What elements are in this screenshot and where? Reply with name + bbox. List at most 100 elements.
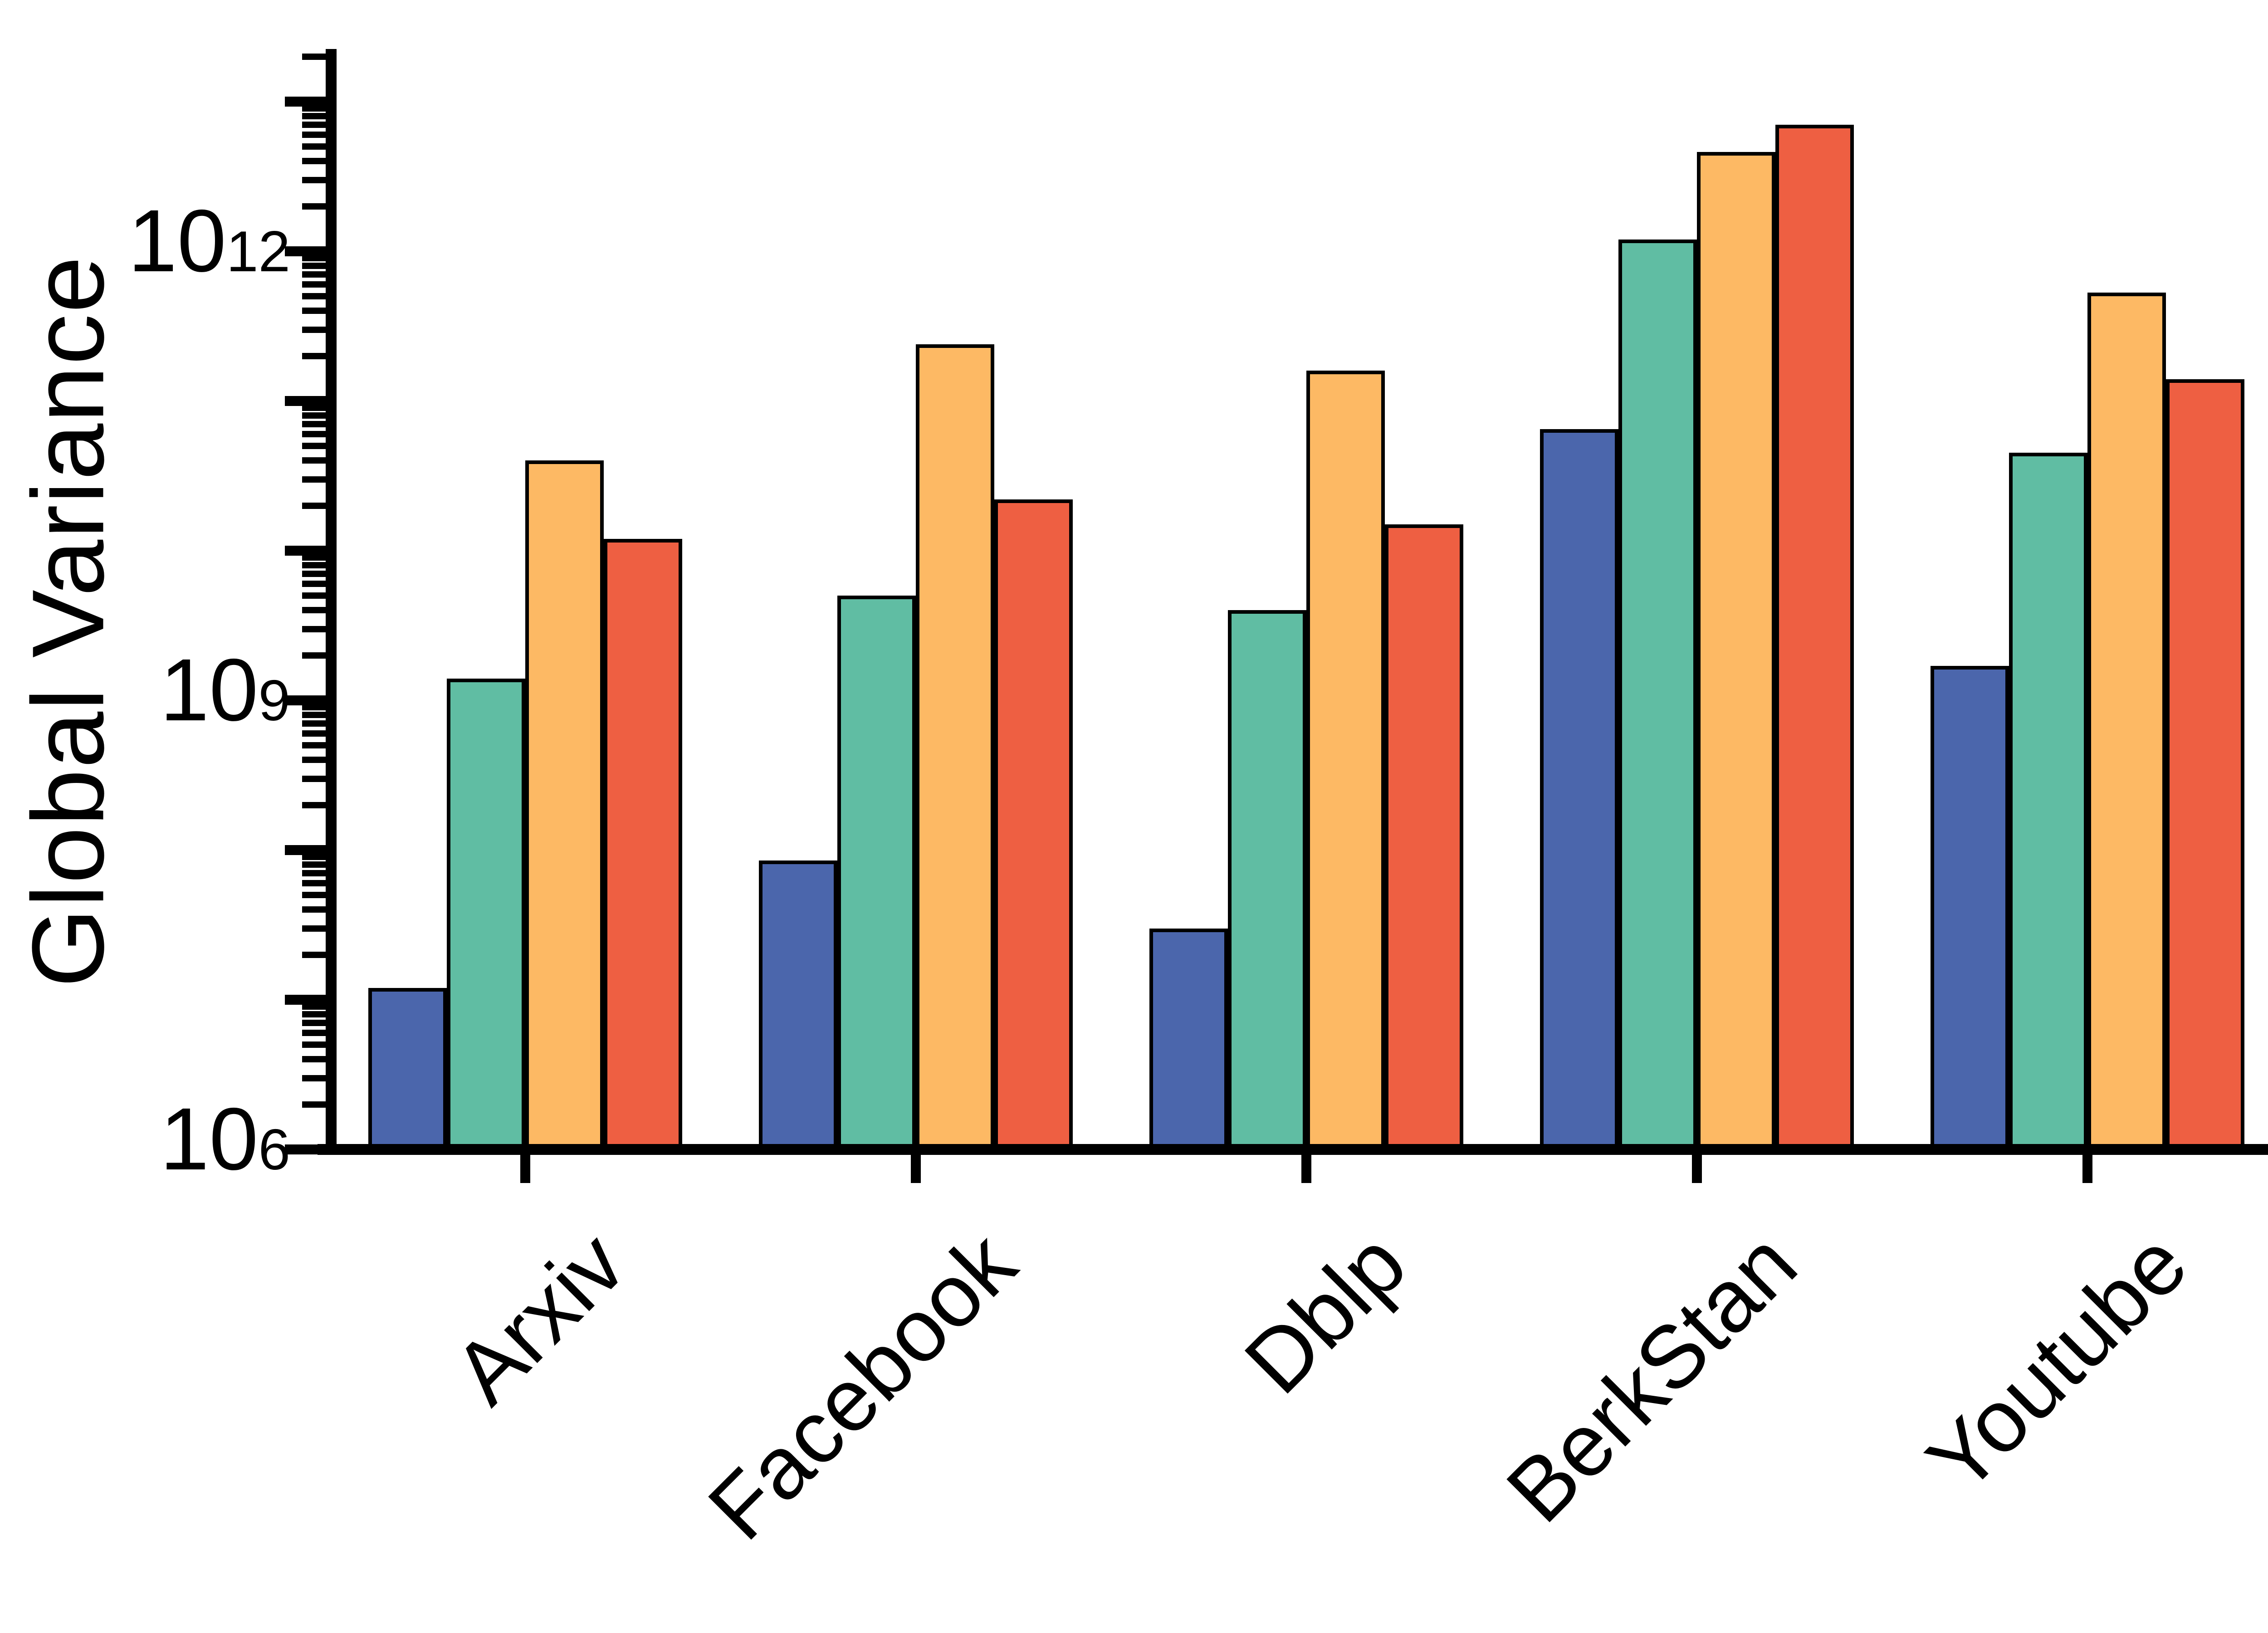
x-tick [520,1155,530,1183]
y-minor-tick [302,352,326,359]
y-minor-tick [302,421,326,428]
y-tick-label: 106 [160,1090,290,1188]
y-minor-tick [302,308,326,314]
bar [2009,453,2087,1155]
bar [1385,524,1463,1155]
y-minor-tick [302,652,326,659]
y-minor-tick [302,203,326,210]
y-minor-tick [302,1003,326,1010]
bar [916,344,994,1155]
y-minor-tick [302,704,326,711]
y-minor-tick [302,176,326,183]
y-minor-tick [302,854,326,861]
bar [1697,152,1775,1155]
y-minor-tick [302,457,326,464]
y-minor-tick [302,326,326,333]
y-minor-tick [302,1041,326,1048]
bar [1306,370,1385,1155]
y-minor-tick [302,892,326,899]
y-minor-tick [302,757,326,763]
y-minor-tick [302,262,326,269]
x-tick [1692,1155,1702,1183]
y-minor-tick [302,775,326,782]
y-major-tick [285,995,326,1005]
y-minor-tick [302,143,326,150]
y-minor-tick [302,607,326,614]
y-minor-tick [302,412,326,419]
y-minor-tick [302,742,326,749]
y-major-tick [285,546,326,556]
bar [1775,125,1854,1155]
y-minor-tick [302,502,326,509]
y-minor-tick [302,1075,326,1081]
x-tick-label-facebook: Facebook [689,1213,1034,1559]
y-minor-tick [302,271,326,278]
bar [1931,665,2009,1155]
y-minor-tick [302,730,326,737]
y-minor-tick [302,925,326,932]
y-minor-tick [302,281,326,288]
y-minor-tick [302,951,326,958]
bar [994,499,1073,1155]
y-tick-label: 109 [160,640,290,739]
bar [525,460,604,1155]
y-minor-tick [302,720,326,727]
y-minor-tick [302,554,326,561]
y-major-tick [285,1144,326,1154]
y-minor-tick [302,105,326,112]
y-minor-tick [302,581,326,587]
y-minor-tick [302,1011,326,1017]
y-minor-tick [302,255,326,262]
y-minor-tick [302,132,326,138]
x-tick-label-dblp: Dblp [1226,1213,1425,1413]
y-minor-tick [302,562,326,568]
y-minor-tick [302,158,326,165]
y-minor-tick [302,870,326,877]
y-minor-tick [302,112,326,119]
y-minor-tick [302,122,326,128]
x-tick [911,1155,921,1183]
y-tick-label: 1012 [128,191,290,290]
y-major-tick [285,97,326,107]
y-minor-tick [302,405,326,411]
y-axis-title: Global Variance [10,255,125,988]
x-tick-label-youtube: Youtube [1908,1213,2206,1511]
y-minor-tick [302,906,326,913]
y-minor-tick [302,293,326,300]
y-minor-tick [302,1101,326,1108]
y-minor-tick [302,711,326,718]
bar [2087,292,2166,1155]
y-minor-tick [302,571,326,577]
bar [759,861,837,1155]
y-axis-spine [326,49,337,1155]
bar [604,538,682,1155]
bar [1618,239,1697,1155]
bar [2166,379,2244,1155]
y-major-tick [285,695,326,705]
y-major-tick [285,845,326,855]
y-minor-tick [302,443,326,450]
y-minor-tick [302,1020,326,1027]
y-minor-tick [302,53,326,60]
bar [1540,429,1618,1155]
x-tick [2082,1155,2092,1183]
y-major-tick [285,246,326,256]
bar [447,678,525,1155]
y-minor-tick [302,880,326,887]
y-minor-tick [302,431,326,438]
bar [368,988,447,1155]
y-minor-tick [302,626,326,632]
bar [1228,610,1306,1155]
x-tick [1301,1155,1311,1183]
x-axis-spine [318,1144,2268,1155]
y-minor-tick [302,861,326,868]
y-minor-tick [302,592,326,599]
y-minor-tick [302,1056,326,1063]
y-major-tick [285,396,326,406]
y-minor-tick [302,802,326,808]
bar [837,596,916,1155]
x-tick-label-berkstan: BerkStan [1488,1213,1815,1541]
y-minor-tick [302,1030,326,1037]
y-minor-tick [302,476,326,483]
